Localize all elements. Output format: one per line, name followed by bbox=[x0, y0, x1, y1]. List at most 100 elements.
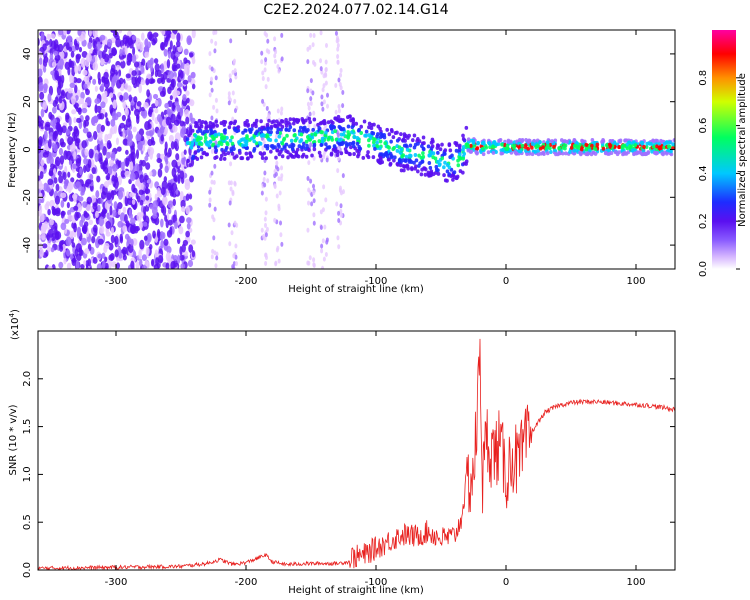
heatmap-cell bbox=[234, 243, 238, 249]
heatmap-cell bbox=[232, 253, 236, 259]
heatmap-cell bbox=[613, 150, 618, 155]
heatmap-cell bbox=[252, 148, 256, 153]
heatmap-cell bbox=[124, 108, 129, 117]
heatmap-cell bbox=[275, 148, 279, 153]
heatmap-cell bbox=[438, 162, 442, 167]
heatmap-cell bbox=[152, 200, 158, 211]
heatmap-cell bbox=[188, 163, 192, 168]
heatmap-cell bbox=[280, 241, 284, 247]
heatmap-cell bbox=[409, 166, 414, 171]
heatmap-cell bbox=[166, 58, 171, 69]
heatmap-cell bbox=[312, 212, 316, 218]
heatmap-cell bbox=[182, 79, 189, 85]
heatmap-cell bbox=[127, 197, 133, 206]
heatmap-cell bbox=[331, 147, 336, 152]
heatmap-cell bbox=[346, 135, 350, 140]
heatmap-cell bbox=[261, 145, 265, 151]
heatmap-cell bbox=[312, 190, 316, 196]
heatmap-cell bbox=[370, 123, 374, 128]
heatmap-cell bbox=[520, 143, 525, 148]
heatmap-cell bbox=[362, 119, 367, 124]
heatmap-cell bbox=[174, 51, 180, 58]
heatmap-cell bbox=[496, 141, 501, 146]
heatmap-cell bbox=[128, 94, 133, 102]
heatmap-cell bbox=[120, 161, 125, 171]
heatmap-cell bbox=[128, 40, 134, 49]
heatmap-cell bbox=[87, 41, 92, 50]
heatmap-cell bbox=[94, 152, 99, 163]
heatmap-cell bbox=[260, 227, 264, 233]
heatmap-cell bbox=[180, 151, 185, 159]
heatmap-cell bbox=[210, 134, 215, 139]
heatmap-cell bbox=[263, 182, 267, 188]
heatmap-cell bbox=[83, 165, 87, 174]
heatmap-cell bbox=[80, 31, 86, 42]
heatmap-cell bbox=[462, 161, 467, 166]
heatmap-cell bbox=[86, 131, 92, 139]
heatmap-cell bbox=[151, 169, 157, 177]
heatmap-cell bbox=[339, 85, 343, 91]
heatmap-cell bbox=[580, 138, 584, 143]
heatmap-cell bbox=[140, 64, 145, 74]
heatmap-cell bbox=[146, 232, 152, 243]
heatmap-cell bbox=[389, 139, 393, 144]
heatmap-cell bbox=[480, 141, 485, 146]
heatmap-cell bbox=[408, 143, 413, 148]
heatmap-cell bbox=[194, 120, 198, 125]
heatmap-cell bbox=[351, 121, 356, 126]
heatmap-cell bbox=[569, 145, 574, 150]
heatmap-cell bbox=[309, 100, 313, 106]
heatmap-cell bbox=[50, 163, 55, 169]
heatmap-cell bbox=[167, 50, 171, 59]
heatmap-cell bbox=[68, 116, 72, 127]
heatmap-cell bbox=[85, 178, 92, 185]
snr-xtick-label: -300 bbox=[105, 577, 128, 588]
heatmap-cell bbox=[386, 144, 390, 149]
heatmap-cell bbox=[197, 141, 202, 146]
heatmap-cell bbox=[336, 149, 340, 154]
heatmap-cell bbox=[106, 120, 111, 127]
heatmap-cell bbox=[339, 137, 343, 142]
heatmap-cell bbox=[171, 167, 177, 178]
heatmap-cell bbox=[273, 58, 277, 64]
snr-ytick-label: 1.0 bbox=[22, 466, 33, 482]
heatmap-cell bbox=[81, 224, 88, 234]
heatmap-cell bbox=[108, 159, 115, 167]
heatmap-cell bbox=[47, 228, 54, 238]
heatmap-cell bbox=[617, 150, 621, 155]
heatmap-cell bbox=[621, 145, 625, 150]
heatmap-cell bbox=[145, 195, 150, 201]
heatmap-cell bbox=[280, 56, 284, 62]
heatmap-cell bbox=[138, 83, 142, 94]
heatmap-cell bbox=[47, 208, 51, 216]
heatmap-cell bbox=[284, 142, 289, 147]
heatmap-cell bbox=[211, 142, 216, 147]
heatmap-cell bbox=[334, 30, 338, 36]
heatmap-cell bbox=[243, 139, 247, 144]
heatmap-cell bbox=[122, 206, 127, 214]
heatmap-cell bbox=[323, 224, 327, 230]
heatmap-cell bbox=[239, 156, 244, 161]
heatmap-cell bbox=[264, 260, 268, 266]
heatmap-cell bbox=[319, 30, 323, 36]
heatmap-cell bbox=[113, 124, 118, 134]
heatmap-cell bbox=[265, 226, 269, 232]
heatmap-cell bbox=[322, 73, 326, 79]
heatmap-cell bbox=[50, 33, 56, 39]
heatmap-cell bbox=[94, 103, 98, 114]
heatmap-cell bbox=[151, 111, 155, 121]
heatmap-cell bbox=[82, 69, 88, 76]
heatmap-cell bbox=[133, 250, 137, 259]
heatmap-cell bbox=[67, 87, 74, 94]
heatmap-cell bbox=[69, 143, 76, 152]
heatmap-cell bbox=[42, 65, 47, 73]
heatmap-cell bbox=[111, 190, 117, 196]
heatmap-cell bbox=[129, 192, 135, 198]
heatmap-cell bbox=[120, 170, 126, 178]
heatmap-cell bbox=[186, 222, 191, 230]
heatmap-cell bbox=[40, 232, 46, 241]
heatmap-cell bbox=[154, 193, 158, 201]
heatmap-cell bbox=[160, 134, 164, 142]
heatmap-cell bbox=[43, 130, 48, 141]
heatmap-cell bbox=[67, 171, 71, 178]
